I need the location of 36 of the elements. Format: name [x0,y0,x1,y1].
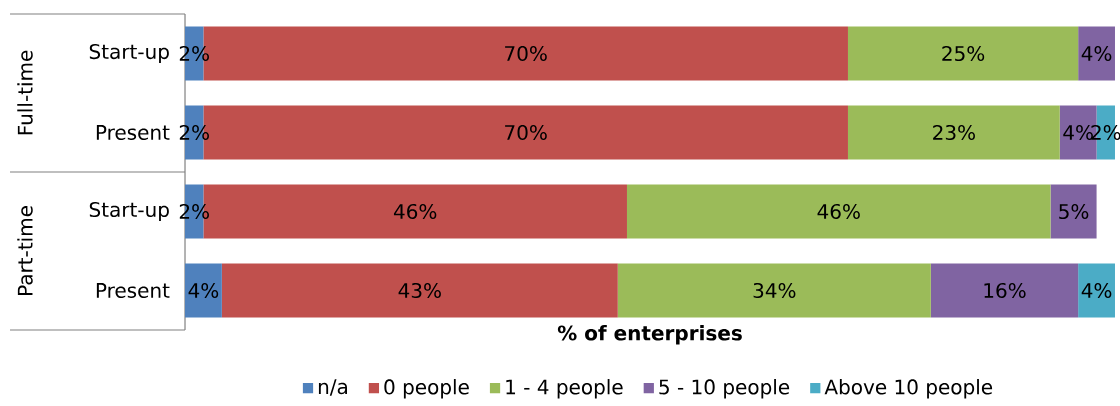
x-axis-title: % of enterprises [557,325,742,345]
data-label: 25% [942,45,985,62]
data-label: 4% [1063,124,1093,141]
bar [847,26,1079,81]
bar [1078,263,1115,318]
data-label: 70% [505,124,547,141]
bar [617,263,931,318]
bar [185,263,222,318]
legend-label: 5 - 10 people [659,379,790,399]
y-tick-label: Start-up [89,201,169,222]
data-label: 4% [1081,282,1112,299]
bar [221,263,618,318]
data-label: 46% [393,203,437,220]
bar [847,105,1060,160]
y-tick-label: Start-up [89,43,169,64]
data-label: 46% [817,203,860,220]
y-tick-label: Present [96,125,170,140]
legend-label: n/a [318,379,347,396]
legend-label: 0 people [384,379,469,399]
text: Part-time [17,206,33,295]
text: Full-time [17,50,33,135]
data-label: 5% [1059,203,1089,220]
y-tick-label: Present [96,283,170,298]
bar [1078,26,1115,81]
data-label: 23% [933,124,975,141]
data-label: 16% [984,282,1026,299]
bar [626,184,1051,239]
data-label: 70% [505,45,547,62]
legend-label: Above 10 people [824,379,993,399]
data-label: 4% [1081,45,1112,62]
bar [1050,184,1097,239]
data-label: 43% [398,282,441,299]
data-label: 4% [188,282,219,299]
legend-label: 1 - 4 people [506,379,623,399]
bar [930,263,1079,318]
data-label: 34% [753,282,796,299]
